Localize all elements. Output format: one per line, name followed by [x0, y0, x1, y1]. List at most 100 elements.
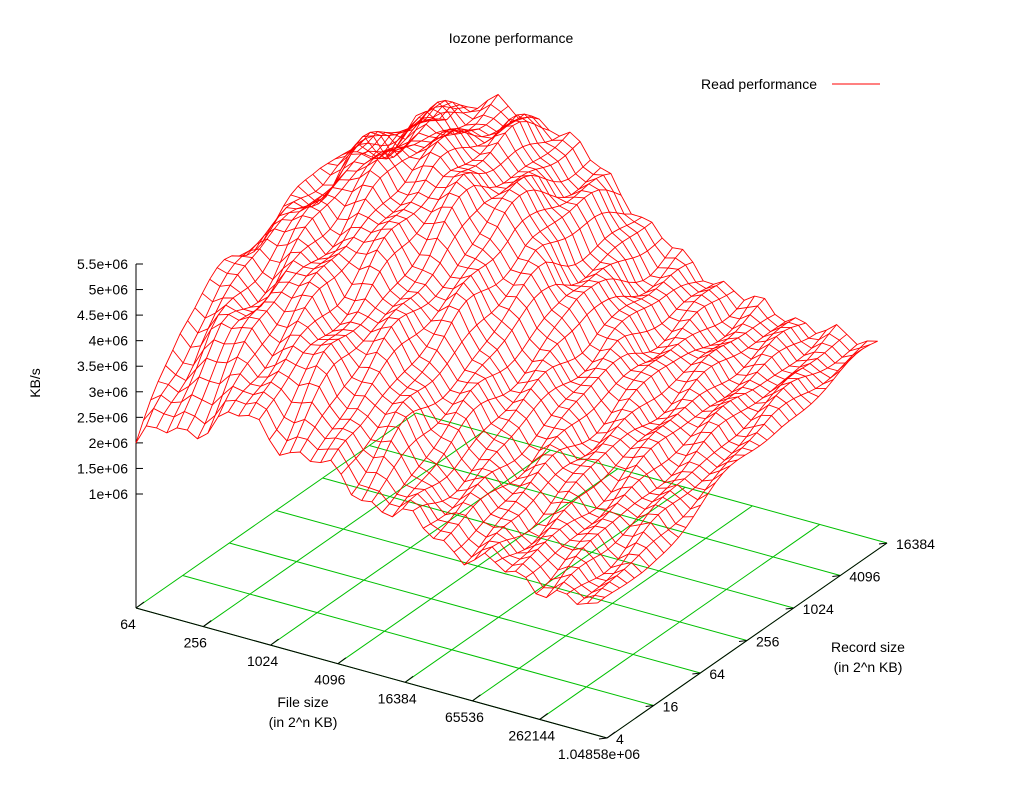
x-tick-label: 1024 — [247, 653, 278, 669]
surface-col-line — [289, 131, 571, 453]
surface-row-line — [371, 116, 834, 385]
surface-row-line — [157, 373, 620, 589]
z-tick-label: 1e+06 — [89, 486, 129, 502]
x-tick — [135, 601, 145, 609]
y-tick — [832, 575, 841, 577]
x-tick-label: 262144 — [508, 727, 555, 743]
z-tick-label: 4.5e+06 — [77, 307, 128, 323]
surface-row-line — [224, 259, 687, 529]
surface-col-line — [443, 280, 724, 541]
surface-row-line — [143, 399, 605, 599]
surface-col-line — [484, 298, 766, 554]
grid-line-y — [229, 542, 701, 674]
surface-col-line — [268, 121, 550, 441]
surface-row-line — [408, 103, 871, 352]
x-tick — [539, 713, 549, 720]
surface-col-line — [299, 141, 581, 453]
y-tick-label: 16 — [663, 699, 679, 715]
surface-row-line — [290, 184, 753, 454]
surface-col-line — [207, 99, 489, 434]
surface-col-line — [515, 317, 796, 572]
surface-col-line — [351, 211, 632, 496]
surface-row-line — [400, 101, 864, 358]
y-tick-label: 4096 — [849, 569, 880, 585]
surface-row-line — [305, 159, 768, 441]
legend: Read performance — [701, 76, 880, 92]
x-tick-label: 16384 — [378, 690, 417, 706]
surface-col-line — [381, 237, 663, 513]
y-tick — [692, 672, 701, 675]
y-tick — [738, 640, 748, 642]
surface-row-line — [216, 267, 679, 538]
x-axis-line — [135, 607, 608, 739]
grid-line-y — [415, 412, 888, 544]
x-tick — [337, 657, 347, 665]
surface-row-line — [312, 151, 775, 435]
surface-col-line — [463, 300, 745, 566]
y-tick-label: 64 — [709, 666, 725, 682]
grid-line-y — [275, 510, 748, 641]
surface-col-line — [166, 118, 447, 434]
y-tick-label: 256 — [756, 634, 780, 650]
surface-row-line — [334, 138, 797, 416]
surface-col-line — [494, 314, 776, 563]
surface-row-line — [378, 107, 841, 379]
surface-col-line — [433, 283, 714, 539]
surface-col-line — [227, 105, 509, 413]
x-tick-label: 4096 — [314, 672, 345, 688]
surface-row-line — [194, 304, 657, 560]
surface-row-line — [231, 255, 694, 518]
surface-col-line — [258, 113, 540, 420]
surface-col-line — [504, 321, 786, 573]
x-tick-label: 64 — [120, 616, 136, 632]
y-axis-label-line1: Record size — [831, 639, 905, 655]
surface-col-line — [392, 247, 673, 518]
surface-col-line — [412, 261, 694, 512]
surface-col-line — [156, 120, 437, 429]
base-grid — [135, 412, 888, 739]
z-tick-label: 2.5e+06 — [77, 409, 128, 425]
x-axis-label-line2: (in 2^n KB) — [269, 714, 338, 730]
surface-col-line — [597, 340, 878, 604]
surface-col-line — [525, 322, 806, 578]
y-tick-label: 1024 — [803, 601, 834, 617]
surface-row-line — [327, 143, 790, 422]
z-tick-label: 5e+06 — [89, 282, 129, 298]
surface-col-line — [176, 105, 458, 429]
x-tick-label: 65536 — [445, 709, 484, 725]
surface-col-line — [238, 118, 519, 417]
surface-col-line — [145, 110, 427, 427]
y-tick — [785, 607, 794, 610]
surface-row-line — [342, 135, 805, 411]
surface-col-line — [453, 290, 735, 553]
surface-col-line — [576, 344, 858, 605]
surface-row-line — [209, 278, 672, 546]
x-tick — [606, 731, 616, 739]
surface-row-line — [268, 205, 731, 475]
y-tick — [878, 542, 888, 545]
surface-row-line — [253, 226, 716, 491]
x-tick — [202, 620, 212, 627]
surface-col-line — [586, 340, 868, 604]
surface-row-line — [283, 193, 745, 461]
y-tick-label: 4 — [616, 731, 624, 747]
surface-row-line — [415, 93, 878, 346]
surface-row-line — [246, 237, 709, 501]
z-tick-label: 4e+06 — [89, 333, 129, 349]
surface-col-line — [535, 333, 817, 595]
surface-row-line — [297, 169, 760, 447]
surface-row-line — [393, 99, 856, 364]
surface-col-line — [422, 280, 704, 529]
surface-row-line — [275, 198, 738, 468]
surface-row-line — [260, 215, 724, 482]
surface-col-line — [556, 324, 837, 591]
surface-col-line — [217, 94, 499, 418]
y-tick — [645, 705, 654, 707]
surface-col-line — [545, 329, 827, 598]
surface-col-line — [197, 108, 478, 440]
chart-title: Iozone performance — [449, 30, 574, 46]
surface-mesh — [135, 93, 878, 605]
z-tick-label: 2e+06 — [89, 435, 129, 451]
z-tick-label: 3.5e+06 — [77, 358, 128, 374]
y-axis-label-line2: (in 2^n KB) — [834, 659, 903, 675]
